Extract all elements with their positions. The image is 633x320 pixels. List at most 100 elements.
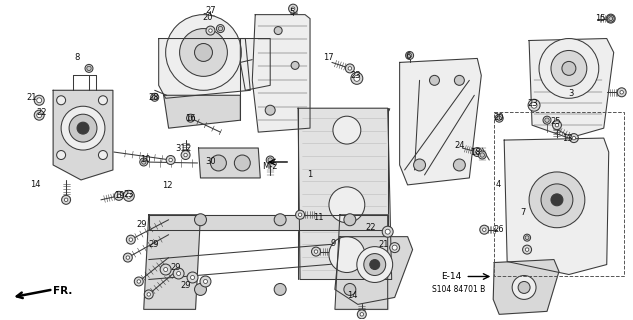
Circle shape [194,214,206,226]
Circle shape [370,260,380,269]
Circle shape [296,210,304,219]
Text: 9: 9 [330,239,335,248]
Circle shape [344,284,356,295]
Text: 25: 25 [551,117,561,126]
Circle shape [144,290,153,299]
Circle shape [480,225,489,234]
Circle shape [406,52,413,60]
Circle shape [609,17,613,20]
Circle shape [173,268,184,279]
Circle shape [153,95,157,100]
Circle shape [56,96,66,105]
Circle shape [382,226,393,237]
Circle shape [127,235,135,244]
Circle shape [518,282,530,293]
Circle shape [333,116,361,144]
Polygon shape [529,38,614,138]
Polygon shape [199,148,260,178]
Text: 23: 23 [123,190,134,199]
Circle shape [606,14,615,23]
Circle shape [528,99,540,111]
Circle shape [298,213,302,217]
Circle shape [69,114,97,142]
Polygon shape [493,260,559,314]
Circle shape [265,105,275,115]
Text: 16: 16 [185,114,196,123]
Circle shape [360,313,363,316]
Polygon shape [241,38,270,90]
Circle shape [482,228,486,231]
Circle shape [555,124,559,127]
Circle shape [274,284,286,295]
Text: 24: 24 [454,140,465,149]
Circle shape [408,53,412,58]
Circle shape [539,38,599,98]
Polygon shape [159,38,250,98]
Text: 20: 20 [202,13,213,22]
Circle shape [85,64,93,72]
Circle shape [194,284,206,295]
Circle shape [291,7,295,11]
Circle shape [480,153,484,157]
Circle shape [364,253,385,276]
Circle shape [531,102,537,108]
Circle shape [479,151,486,159]
Polygon shape [298,108,392,279]
Circle shape [357,310,367,319]
Circle shape [289,4,298,13]
Circle shape [187,114,194,122]
Circle shape [541,184,573,216]
Text: 29: 29 [180,281,191,290]
Circle shape [545,118,549,122]
Polygon shape [253,15,310,132]
Circle shape [329,237,365,273]
Text: 17: 17 [323,53,333,62]
Circle shape [129,238,132,241]
Circle shape [392,245,397,250]
Bar [494,112,624,276]
Circle shape [268,158,272,162]
Circle shape [551,51,587,86]
Circle shape [181,150,190,159]
Circle shape [390,243,399,252]
Text: M-2: M-2 [263,163,278,172]
Circle shape [266,156,274,164]
Circle shape [607,15,614,22]
Circle shape [187,272,198,283]
Circle shape [126,256,130,259]
Circle shape [553,121,561,130]
Text: 27: 27 [205,6,216,15]
Circle shape [142,160,146,164]
Circle shape [454,76,465,85]
Circle shape [572,136,575,140]
Circle shape [37,113,42,118]
Text: 21: 21 [379,240,389,249]
Circle shape [543,116,551,124]
Text: 3: 3 [568,89,573,98]
Circle shape [61,106,105,150]
Circle shape [194,44,213,61]
Circle shape [134,277,143,286]
Circle shape [123,253,132,262]
Circle shape [34,95,44,105]
Text: 2: 2 [185,144,190,153]
Text: 8: 8 [74,53,80,62]
Circle shape [617,88,626,97]
Circle shape [453,159,465,171]
Text: 14: 14 [30,180,41,189]
Circle shape [140,158,147,166]
Circle shape [551,194,563,206]
Polygon shape [335,237,413,304]
Text: 10: 10 [141,156,151,164]
Text: 18: 18 [470,148,480,156]
Circle shape [497,116,501,120]
Text: 12: 12 [163,181,173,190]
Circle shape [570,134,579,143]
Text: 19: 19 [113,191,124,200]
Text: FR.: FR. [53,286,73,296]
Circle shape [620,91,624,94]
Circle shape [562,61,576,76]
Circle shape [151,93,159,101]
Circle shape [344,214,356,226]
Circle shape [127,193,131,198]
